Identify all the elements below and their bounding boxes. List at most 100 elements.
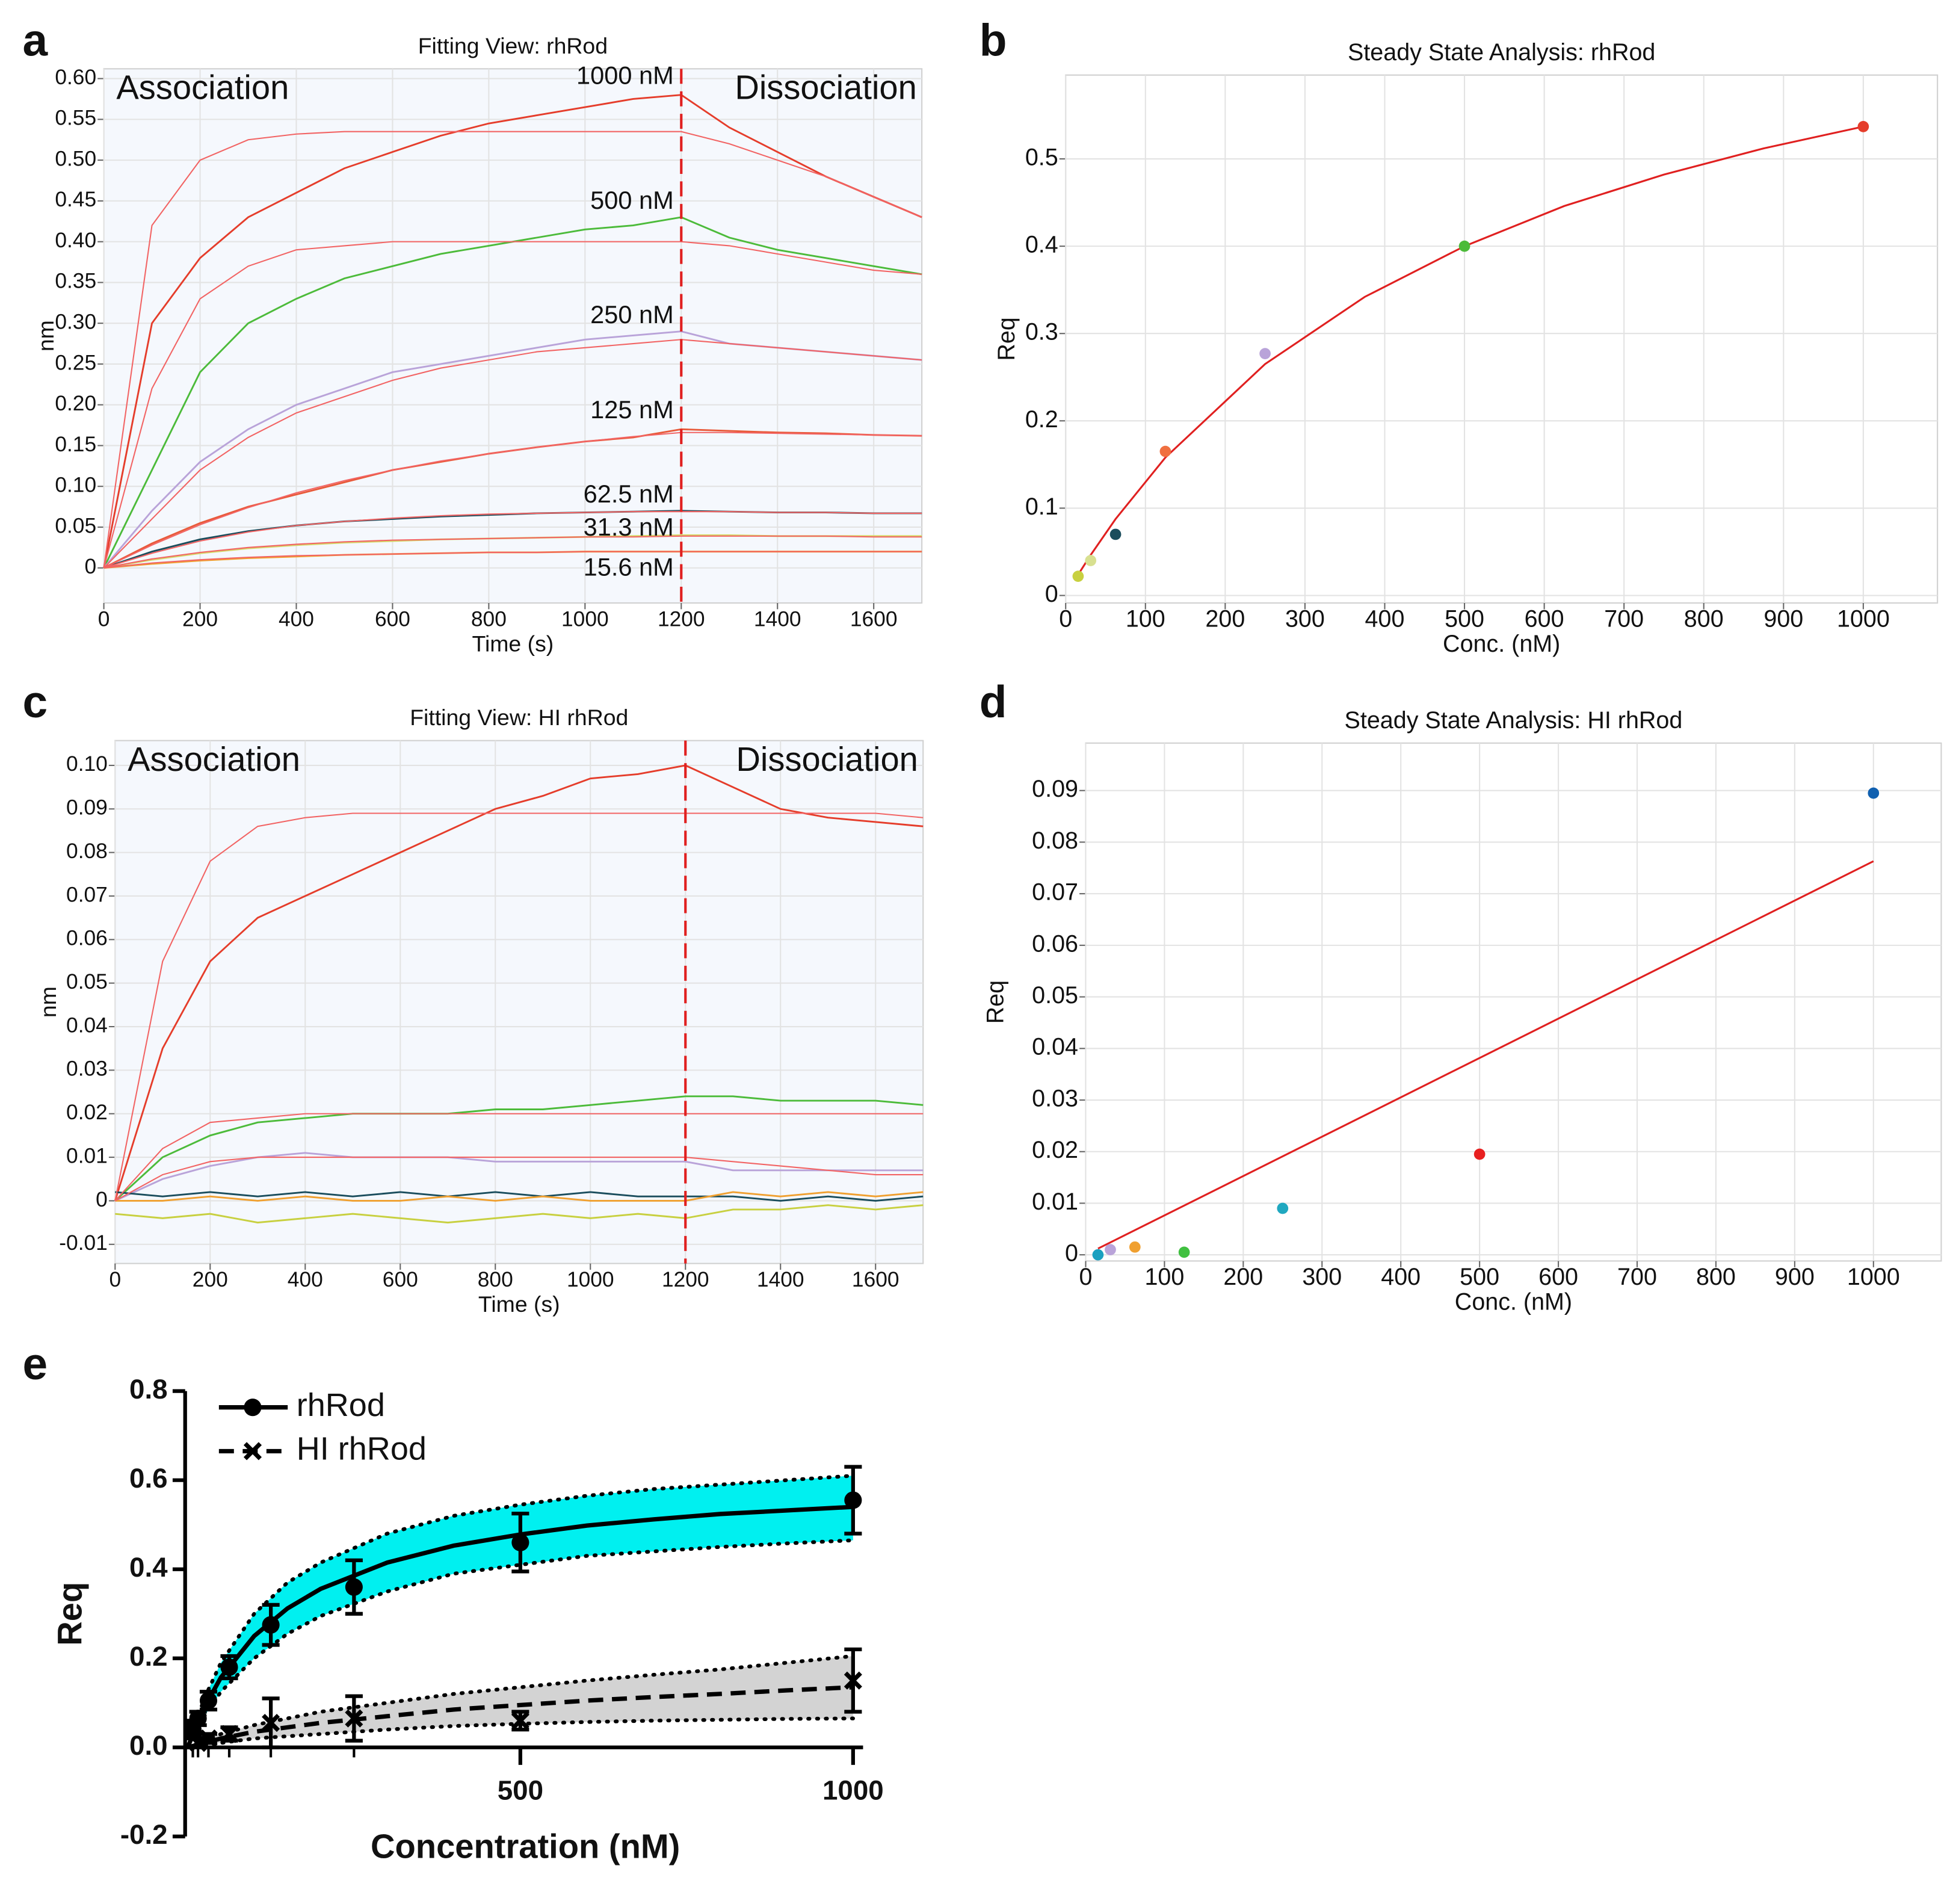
legend-label: HI rhRod <box>297 1431 427 1467</box>
point <box>1159 445 1171 457</box>
x-tick-label: 600 <box>375 607 410 631</box>
fit-line <box>103 241 922 569</box>
y-tick-label: -0.01 <box>59 1231 108 1255</box>
y-axis-label: Req <box>982 980 1008 1024</box>
y-tick-label: 0.25 <box>55 351 96 374</box>
band-edge <box>185 1474 855 1749</box>
fit-line <box>103 511 922 569</box>
point <box>184 1720 202 1739</box>
trace <box>103 94 922 569</box>
x-tick-label: 400 <box>1365 606 1405 632</box>
x-tick-label: 400 <box>279 607 314 631</box>
y-tick-label: 0.1 <box>1025 493 1058 520</box>
y-tick-label: 0.02 <box>1032 1137 1078 1163</box>
x-tick-label: 600 <box>1538 1264 1578 1290</box>
x-tick-label: 1600 <box>850 607 898 631</box>
point <box>1868 787 1880 799</box>
x-tick-label: 300 <box>1285 606 1325 632</box>
x-axis-label: Conc. (nM) <box>1455 1289 1572 1315</box>
legend-label: rhRod <box>297 1387 385 1423</box>
point <box>199 1692 218 1710</box>
point <box>220 1658 238 1677</box>
x-tick-label: 1000 <box>567 1268 614 1291</box>
point <box>1458 240 1470 252</box>
x-tick-label: 0 <box>1079 1264 1092 1290</box>
y-axis-label: nm <box>33 320 58 351</box>
point <box>1178 1246 1190 1258</box>
band-edge <box>185 1654 855 1749</box>
x-tick-label: 1000 <box>1847 1264 1900 1290</box>
series-label: 31.3 nM <box>584 513 674 541</box>
trace <box>114 1095 924 1202</box>
x-tick-label: 700 <box>1604 606 1644 632</box>
fit-line <box>1097 860 1874 1250</box>
plot-area <box>114 740 924 1264</box>
annotation: Dissociation <box>736 740 918 778</box>
panel-label: c <box>22 676 48 727</box>
point <box>1277 1202 1289 1214</box>
y-tick-label: 0.04 <box>66 1013 108 1037</box>
x-tick-label: 300 <box>1302 1264 1342 1290</box>
x-tick-label: 800 <box>478 1268 513 1291</box>
annotation: Association <box>116 69 289 107</box>
y-tick-label: 0.2 <box>129 1641 168 1672</box>
x-tick-label: 500 <box>498 1775 543 1806</box>
x-tick-label: 800 <box>1684 606 1724 632</box>
x-tick-label: 1600 <box>852 1268 899 1291</box>
fit-line <box>114 1113 924 1202</box>
series-label: 250 nM <box>590 300 674 329</box>
fit-line <box>187 1685 854 1750</box>
y-tick-label: 0.05 <box>55 514 96 537</box>
y-tick-label: 0.02 <box>66 1101 108 1124</box>
y-tick-label: 0.09 <box>1032 776 1078 802</box>
chart-title: Steady State Analysis: HI rhRod <box>1345 707 1683 734</box>
x-tick-label: 200 <box>193 1268 228 1291</box>
panel-label: b <box>980 15 1007 66</box>
trace <box>114 764 924 1201</box>
y-tick-label: 0 <box>84 555 96 578</box>
fit-line <box>1077 125 1864 575</box>
annotation: Dissociation <box>735 69 917 107</box>
plot-area <box>1065 74 1939 604</box>
point <box>1072 570 1084 582</box>
point <box>1259 348 1271 359</box>
x-tick-label: 900 <box>1775 1264 1815 1290</box>
y-tick-label: 0.50 <box>55 147 96 170</box>
x-tick-label: 600 <box>383 1268 418 1291</box>
y-tick-label: 0.05 <box>1032 982 1078 1009</box>
y-tick-label: 0.45 <box>55 188 96 211</box>
point <box>220 1725 239 1743</box>
series-label: 125 nM <box>590 395 674 424</box>
trace <box>115 1191 924 1202</box>
point <box>511 1533 529 1551</box>
x-tick-label: 900 <box>1763 606 1803 632</box>
y-tick-label: 0.60 <box>55 66 96 89</box>
x-tick-label: 200 <box>182 607 218 631</box>
trace <box>115 1191 924 1202</box>
panel-label: a <box>22 15 48 66</box>
point <box>1085 555 1097 566</box>
chart-title: Fitting View: rhRod <box>418 33 608 58</box>
fit-line <box>103 551 922 569</box>
x-axis-label: Conc. (nM) <box>1443 631 1560 657</box>
point <box>199 1729 218 1748</box>
x-tick-label: 1400 <box>757 1268 804 1291</box>
series-label: 62.5 nM <box>584 480 674 508</box>
series-label: 1000 nM <box>576 61 674 90</box>
point <box>1105 1244 1116 1255</box>
point <box>1473 1148 1486 1160</box>
y-tick-label: 0.20 <box>55 392 96 415</box>
y-tick-label: 0 <box>1065 1240 1078 1267</box>
y-tick-label: 0.8 <box>129 1374 168 1405</box>
confidence-band <box>187 1656 853 1748</box>
fit-line <box>103 131 922 568</box>
y-tick-label: 0.07 <box>1032 879 1078 906</box>
y-tick-label: 0.40 <box>55 229 96 252</box>
y-axis-label: Req <box>51 1582 88 1646</box>
panel-label: e <box>22 1338 48 1389</box>
x-tick-label: 800 <box>471 607 507 631</box>
y-axis-label: Req <box>993 317 1020 360</box>
y-tick-label: 0.01 <box>66 1144 108 1167</box>
chart-title: Steady State Analysis: rhRod <box>1348 39 1655 66</box>
series-label: 500 nM <box>590 186 674 214</box>
